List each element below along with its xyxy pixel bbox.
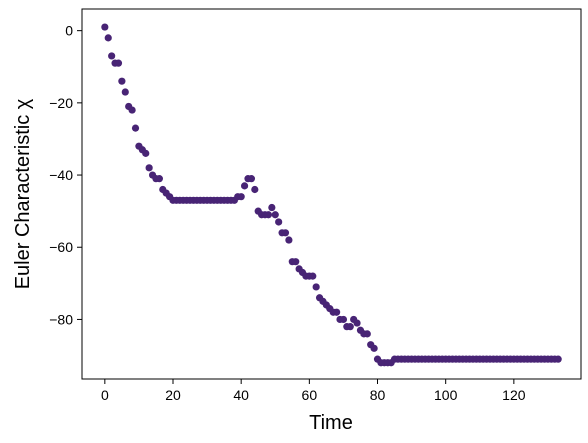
data-point <box>292 258 300 266</box>
plot-frame <box>81 8 582 380</box>
x-tick-label: 20 <box>165 387 181 403</box>
data-point <box>353 319 361 327</box>
data-point <box>101 23 109 31</box>
data-point <box>240 182 249 190</box>
data-point <box>142 149 150 157</box>
y-axis-title: Euler Characteristic χ <box>12 98 34 289</box>
data-point <box>339 315 348 324</box>
y-tick-label: −20 <box>49 95 73 111</box>
x-tick-label: 60 <box>302 387 318 403</box>
y-tick-label: 0 <box>65 23 73 39</box>
y-tick-label: −60 <box>49 239 73 255</box>
data-point <box>264 211 273 219</box>
y-tick-label: −80 <box>49 311 73 327</box>
x-axis-title: Time <box>309 412 353 434</box>
data-point <box>363 330 371 338</box>
x-tick-label: 40 <box>233 387 249 403</box>
data-point <box>118 77 126 85</box>
x-tick-label: 100 <box>434 387 458 403</box>
data-point <box>281 229 290 237</box>
data-point <box>251 185 259 194</box>
data-point <box>155 175 163 183</box>
data-point <box>554 355 562 363</box>
data-point <box>114 59 123 67</box>
x-tick-label: 80 <box>370 387 386 403</box>
data-points <box>101 23 562 367</box>
x-tick-label: 120 <box>502 387 526 403</box>
data-point <box>333 308 341 316</box>
x-tick-label: 0 <box>101 387 109 403</box>
data-point <box>271 211 279 219</box>
data-point <box>104 34 112 42</box>
data-point <box>145 164 153 172</box>
x-axis: 0 20 40 60 80 100 120 <box>101 379 526 403</box>
data-point <box>275 218 283 226</box>
data-point <box>128 106 136 114</box>
data-point <box>285 236 293 244</box>
data-point <box>108 52 116 60</box>
y-tick-label: −40 <box>49 167 73 183</box>
data-point <box>268 203 276 212</box>
y-axis: 0 −20 −40 −60 −80 <box>49 23 82 327</box>
data-point <box>121 88 129 96</box>
data-point <box>237 193 245 201</box>
data-point <box>309 272 317 280</box>
data-point <box>346 323 354 331</box>
data-point <box>312 283 320 291</box>
data-point <box>247 175 256 183</box>
data-point <box>370 344 378 352</box>
data-point <box>131 124 140 132</box>
